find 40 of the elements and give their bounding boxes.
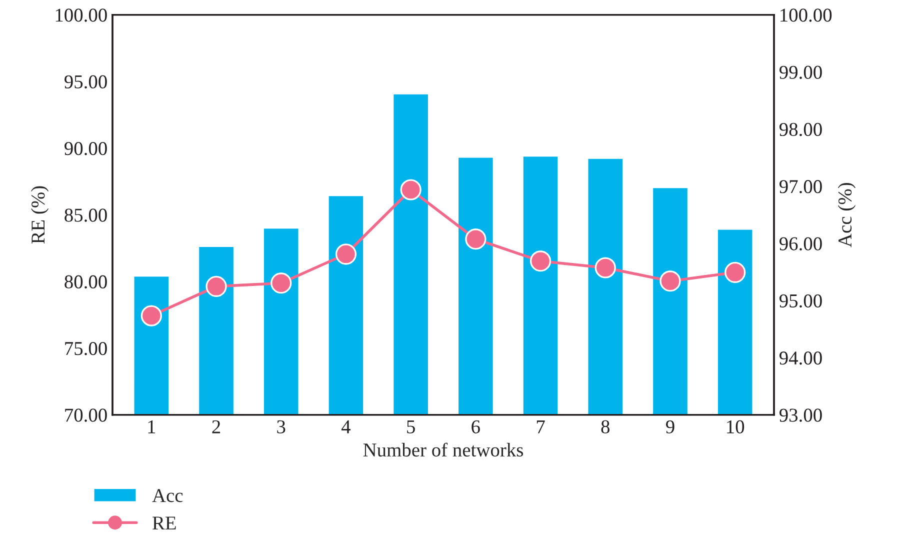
point xyxy=(335,244,357,265)
x-tick-label: 5 xyxy=(407,420,415,434)
y2-tick-label: 97.00 xyxy=(779,180,822,194)
y2-tick-label: 94.00 xyxy=(779,352,822,365)
x-tick-label: 4 xyxy=(341,420,351,434)
y-tick-label: 70.00 xyxy=(65,408,107,422)
x-tick-label: 6 xyxy=(472,420,480,434)
legend-label: Acc xyxy=(152,489,183,502)
y-tick-label: 100.00 xyxy=(56,8,107,22)
point xyxy=(530,250,552,272)
y-tick-label: 75.00 xyxy=(65,342,107,356)
y-tick-label: 90.00 xyxy=(64,142,107,156)
point xyxy=(660,270,681,292)
x-tick-label: 3 xyxy=(277,420,286,434)
y2-tick-label: 100.00 xyxy=(780,8,832,22)
x-tick-label: 8 xyxy=(601,420,610,434)
point xyxy=(400,179,422,200)
point xyxy=(724,262,746,283)
x-tick-label: 10 xyxy=(727,420,744,434)
x-axis-title: Number of networks xyxy=(363,442,524,457)
x-tick-label: 1 xyxy=(148,420,156,434)
y-axis-title: RE (%) xyxy=(30,186,49,244)
point xyxy=(270,272,292,294)
point xyxy=(206,276,227,297)
y-tick-label: 95.00 xyxy=(64,75,107,88)
point xyxy=(594,257,616,278)
x-tick-label: 9 xyxy=(666,420,674,434)
point xyxy=(140,305,162,326)
legend-label: RE xyxy=(152,516,176,530)
y-tick-label: 80.00 xyxy=(64,275,107,289)
y2-tick-label: 95.00 xyxy=(779,294,822,308)
y2-tick-label: 96.00 xyxy=(779,237,822,250)
point xyxy=(465,228,486,250)
y2-tick-label: 99.00 xyxy=(779,66,822,79)
y2-tick-label: 98.00 xyxy=(779,122,822,136)
y2-axis-title: Acc (%) xyxy=(838,183,856,248)
x-tick-label: 7 xyxy=(536,420,545,434)
y2-tick-label: 93.00 xyxy=(779,408,822,422)
x-tick-label: 2 xyxy=(212,420,220,434)
y-tick-label: 85.00 xyxy=(64,208,107,222)
